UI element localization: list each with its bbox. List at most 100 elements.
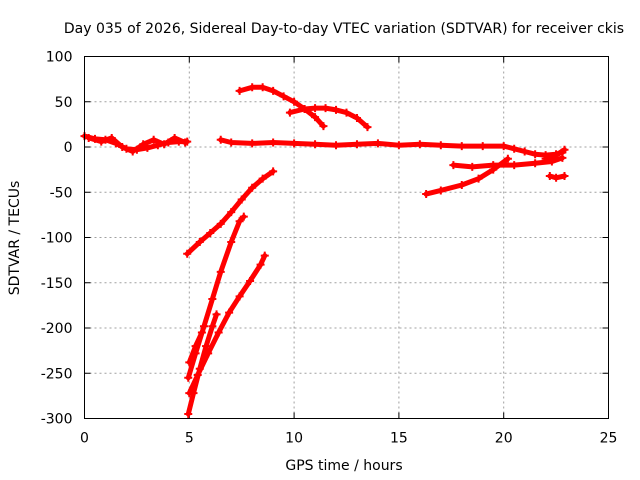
data-point	[181, 138, 190, 147]
data-point	[300, 104, 309, 113]
x-axis-label: GPS time / hours	[285, 458, 402, 474]
data-point	[279, 92, 288, 101]
data-point	[195, 238, 204, 247]
data-point	[269, 86, 278, 95]
data-point	[285, 108, 294, 117]
y-tick-label: 0	[64, 140, 73, 156]
data-point	[332, 141, 341, 150]
data-point	[193, 371, 202, 380]
data-point	[290, 139, 299, 148]
data-point	[510, 161, 519, 170]
data-point	[260, 251, 269, 260]
data-point	[118, 143, 127, 151]
data-point	[143, 143, 152, 152]
x-tick-label: 10	[285, 431, 303, 447]
data-point	[269, 138, 278, 147]
data-point	[558, 153, 567, 162]
data-point	[227, 238, 236, 247]
series-layer	[80, 83, 569, 418]
data-point	[332, 105, 341, 114]
data-point	[97, 137, 106, 146]
data-point	[235, 292, 244, 301]
data-point	[227, 208, 236, 217]
data-point	[184, 409, 193, 418]
data-point	[208, 322, 217, 331]
data-point	[552, 151, 561, 160]
data-point	[170, 133, 179, 142]
data-point	[311, 140, 320, 149]
chart-title: Day 035 of 2026, Sidereal Day-to-day VTE…	[64, 21, 624, 37]
data-point	[510, 144, 519, 153]
y-axis-label: SDTVAR / TECUs	[7, 181, 23, 296]
data-point	[258, 174, 267, 183]
data-point	[214, 328, 223, 337]
data-point	[436, 141, 445, 150]
data-point	[199, 322, 208, 331]
data-point	[311, 113, 320, 122]
data-point	[208, 295, 217, 304]
data-point	[225, 308, 234, 317]
y-tick-label: -200	[41, 321, 73, 337]
grid-lines	[84, 56, 609, 419]
data-point	[248, 183, 257, 192]
data-point	[363, 123, 372, 132]
data-point	[415, 140, 424, 149]
data-point	[216, 267, 225, 276]
data-point	[246, 276, 255, 285]
data-point	[149, 135, 158, 144]
data-point	[139, 140, 148, 149]
axis-ticks: 0 5 10 15 20 25 100 50 0 -50 -100 -150 -200 -250 -300	[41, 50, 618, 447]
y-tick-label: -50	[50, 185, 73, 201]
x-tick-label: 25	[600, 431, 618, 447]
data-point	[503, 154, 512, 163]
data-point	[290, 97, 299, 106]
data-point	[478, 142, 487, 151]
data-point	[457, 142, 466, 151]
data-point	[352, 114, 361, 123]
data-point	[197, 328, 206, 337]
series-line	[186, 253, 268, 396]
data-point	[311, 104, 320, 113]
data-point	[183, 249, 192, 258]
data-point	[204, 349, 213, 358]
data-point	[499, 142, 508, 151]
data-point	[474, 174, 483, 183]
data-point	[545, 171, 554, 180]
data-point	[319, 122, 328, 131]
data-point	[321, 104, 330, 113]
x-tick-label: 0	[80, 431, 89, 447]
data-point	[436, 186, 445, 195]
y-tick-label: -100	[41, 231, 73, 247]
data-point	[216, 135, 225, 144]
data-point	[206, 228, 215, 237]
data-point	[202, 342, 211, 351]
data-point	[160, 140, 169, 149]
y-tick-label: -250	[41, 366, 73, 382]
data-point	[256, 260, 265, 269]
data-point	[489, 161, 498, 170]
x-tick-label: 15	[390, 431, 408, 447]
plot-frame	[84, 56, 609, 419]
data-point	[239, 212, 248, 221]
data-point	[520, 147, 529, 156]
data-point	[342, 108, 351, 117]
x-tick-label: 5	[185, 431, 194, 447]
data-point	[468, 162, 477, 171]
data-point	[457, 181, 466, 190]
data-point	[237, 195, 246, 204]
data-point	[185, 389, 194, 398]
data-point	[235, 217, 244, 226]
data-point	[84, 133, 93, 142]
data-point	[373, 139, 382, 148]
data-point	[541, 154, 550, 163]
data-point	[212, 310, 221, 319]
data-point	[248, 139, 257, 148]
data-point	[235, 86, 244, 95]
data-point	[191, 342, 200, 351]
data-point	[185, 358, 194, 367]
data-point	[560, 171, 569, 180]
data-point	[394, 141, 403, 150]
data-point	[422, 190, 431, 199]
data-point	[128, 147, 137, 156]
